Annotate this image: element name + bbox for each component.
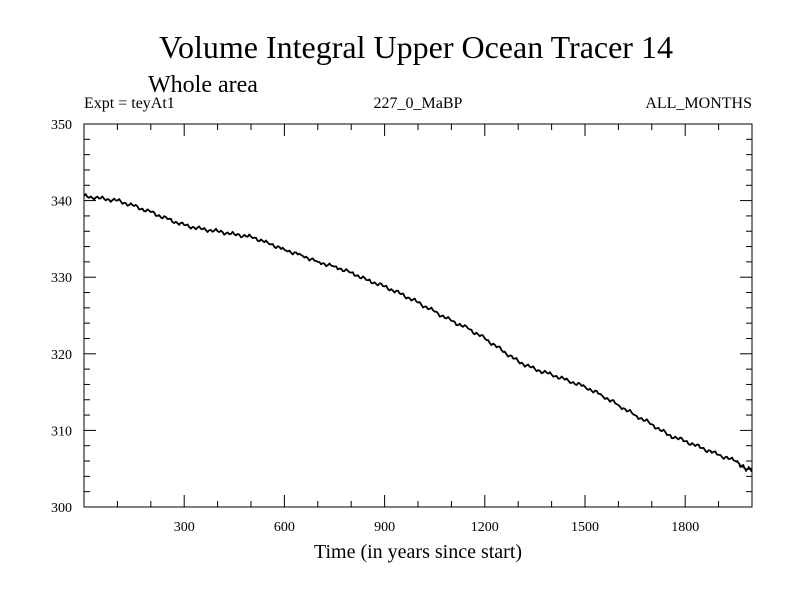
annotation-months: ALL_MONTHS <box>645 95 752 112</box>
axes: 300 600 900 1200 1500 1800 300 310 320 330 340 350 <box>51 118 752 535</box>
x-tick-label: 1200 <box>471 520 499 535</box>
chart-subtitle: Whole area <box>148 72 258 98</box>
y-tick-label: 340 <box>51 195 72 210</box>
x-tick-label: 1500 <box>571 520 599 535</box>
y-tick-label: 330 <box>51 271 72 286</box>
chart-title: Volume Integral Upper Ocean Tracer 14 <box>159 29 673 65</box>
x-tick-label: 300 <box>174 520 195 535</box>
x-tick-label: 1800 <box>671 520 699 535</box>
annotation-experiment: Expt = teyAt1 <box>84 95 175 112</box>
data-series-line <box>83 193 753 473</box>
y-tick-label: 350 <box>51 118 72 133</box>
plot-frame <box>83 123 753 508</box>
y-tick-label: 300 <box>51 501 72 516</box>
y-tick-label: 320 <box>51 348 72 363</box>
x-tick-label: 900 <box>374 520 395 535</box>
annotation-period: 227_0_MaBP <box>374 95 463 112</box>
x-tick-label: 600 <box>274 520 295 535</box>
x-axis-label: Time (in years since start) <box>314 541 522 563</box>
y-tick-label: 310 <box>51 424 72 439</box>
